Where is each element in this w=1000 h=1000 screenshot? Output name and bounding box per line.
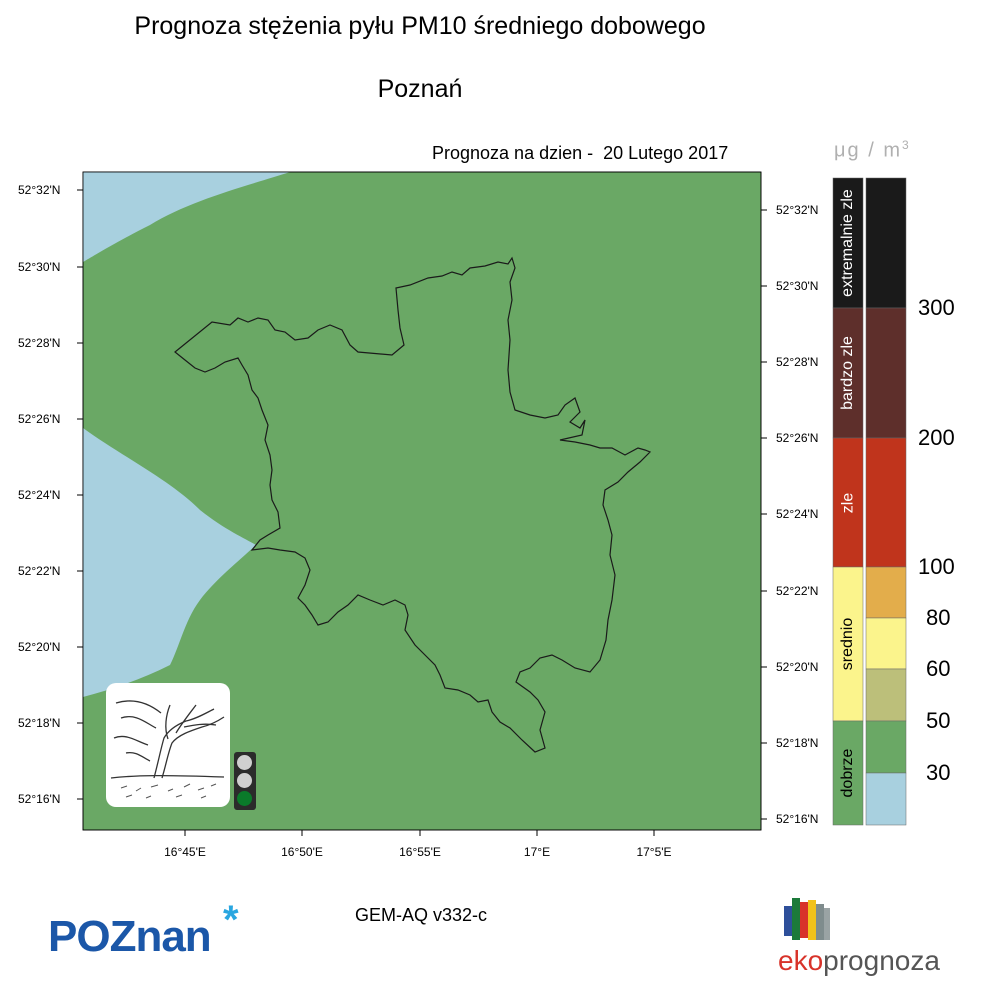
asterisk-icon: * [223, 898, 239, 942]
legend-category-label: extremalnie zle [839, 189, 856, 297]
traffic-light [234, 752, 256, 810]
windy-tree-icon [110, 700, 225, 799]
traffic-light-bottom [237, 791, 252, 806]
legend-scale-tick: 100 [918, 554, 955, 579]
lat-label-left: 52°22'N [18, 564, 61, 578]
legend-category-label: zle [839, 492, 856, 513]
legend-scale-tick: 80 [926, 605, 951, 630]
city-name: Poznań [377, 75, 463, 103]
lat-label-right: 52°24'N [776, 507, 819, 521]
lat-label-right: 52°18'N [776, 736, 819, 750]
lon-label: 16°45'E [164, 845, 206, 859]
legend-scale-swatch [865, 307, 907, 439]
legend-scale-tick: 300 [918, 295, 955, 320]
lat-label-right: 52°28'N [776, 355, 819, 369]
legend-category-swatch [832, 307, 864, 439]
lat-label-left: 52°16'N [18, 792, 61, 806]
legend-category-swatch [832, 177, 864, 309]
lat-label-left: 52°28'N [18, 336, 61, 350]
lat-label-right: 52°32'N [776, 203, 819, 217]
model-label: GEM-AQ v332-c [355, 905, 488, 925]
lon-label: 17°5'E [636, 845, 672, 859]
lat-label-left: 52°26'N [18, 412, 61, 426]
lon-label: 17°E [523, 845, 551, 859]
legend-category-swatch [832, 566, 864, 722]
legend-scale-swatch [865, 566, 907, 619]
legend-scale-tick: 30 [926, 760, 951, 785]
legend-scale-swatch [865, 617, 907, 670]
legend-scale-swatch [865, 177, 907, 309]
legend-scale-swatch [865, 437, 907, 568]
legend-scale-swatch [865, 668, 907, 722]
traffic-light-middle [237, 773, 252, 788]
legend-category-swatch [832, 720, 864, 826]
unit-label: μg / m3 [834, 138, 911, 162]
lat-label-right: 52°22'N [776, 584, 819, 598]
legend-scale-tick: 60 [926, 656, 951, 681]
legend-category-swatch [832, 437, 864, 568]
lat-label-left: 52°32'N [18, 183, 61, 197]
legend-scale-tick: 50 [926, 708, 951, 733]
lat-label-left: 52°30'N [18, 260, 61, 274]
city-boundary [174, 256, 652, 753]
lon-label: 16°50'E [281, 845, 323, 859]
lat-label-left: 52°24'N [18, 488, 61, 502]
legend-category-label: dobrze [839, 748, 856, 798]
ekoprognoza-logo: ekoprognoza [778, 898, 962, 978]
lat-label-right: 52°20'N [776, 660, 819, 674]
weather-icon-box [106, 683, 230, 807]
page-title: Prognoza stężenia pyłu PM10 średniego do… [134, 12, 706, 40]
lat-label-right: 52°30'N [776, 279, 819, 293]
lon-label: 16°55'E [399, 845, 441, 859]
legend-scale-swatch [865, 772, 907, 826]
lat-label-right: 52°16'N [776, 812, 819, 826]
legend-category-label: bardzo zle [839, 336, 856, 410]
lat-label-left: 52°20'N [18, 640, 61, 654]
poznan-logo: POZnan * [48, 898, 239, 961]
water-area-north [83, 172, 290, 262]
legend-scale-tick: 200 [918, 425, 955, 450]
legend-category-label: srednio [839, 617, 856, 671]
lat-label-left: 52°18'N [18, 716, 61, 730]
legend-scale-swatch [865, 720, 907, 774]
forecast-date: Prognoza na dzien - 20 Lutego 2017 [432, 143, 729, 163]
water-area-west [83, 428, 256, 697]
lat-label-right: 52°26'N [776, 431, 819, 445]
traffic-light-top [237, 755, 252, 770]
ekoprognoza-bars-icon [784, 898, 830, 940]
